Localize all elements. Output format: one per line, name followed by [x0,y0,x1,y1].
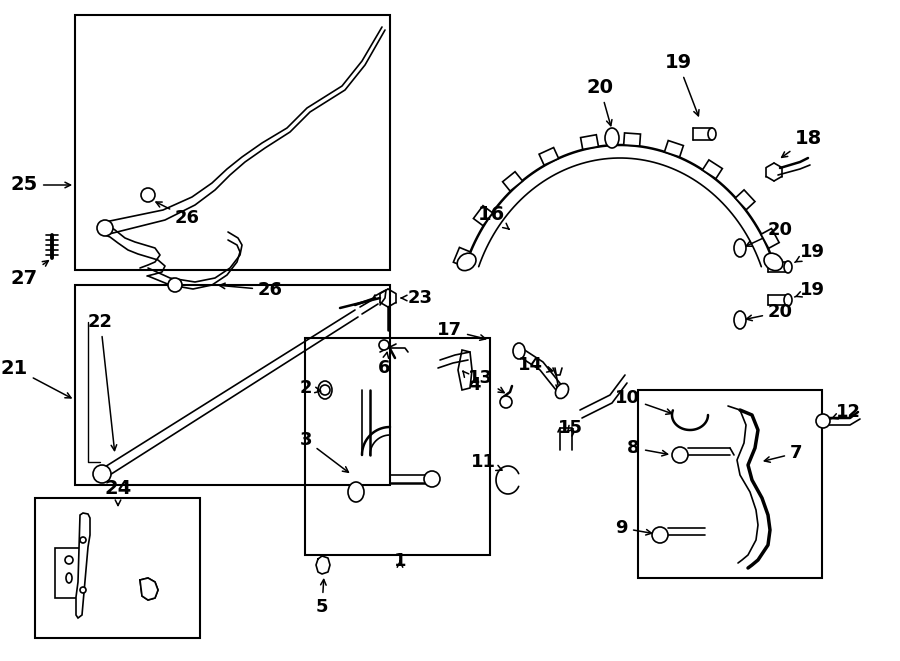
Polygon shape [76,513,90,618]
Circle shape [672,447,688,463]
Text: 20: 20 [746,221,793,247]
Circle shape [80,587,86,593]
Text: 10: 10 [615,389,671,414]
Polygon shape [761,229,779,249]
Polygon shape [664,141,683,157]
Text: 22: 22 [88,313,117,451]
Text: 24: 24 [104,479,131,506]
Circle shape [816,414,830,428]
Text: 19: 19 [795,281,825,299]
Polygon shape [473,206,492,225]
Text: 26: 26 [220,281,283,299]
Text: 8: 8 [627,439,668,457]
Ellipse shape [734,311,746,329]
Text: 19: 19 [795,243,825,262]
Text: 3: 3 [300,431,348,473]
Bar [75,15,390,270]
Ellipse shape [457,253,476,270]
Text: 27: 27 [11,260,49,288]
Ellipse shape [555,383,569,399]
Circle shape [424,471,440,487]
Text: 13: 13 [468,369,504,393]
Ellipse shape [734,239,746,257]
Circle shape [141,188,155,202]
Text: 1: 1 [394,552,406,570]
Text: 9: 9 [616,519,652,537]
Text: 11: 11 [471,453,502,471]
Text: 26: 26 [156,202,200,227]
Ellipse shape [513,343,525,359]
Ellipse shape [784,261,792,273]
Circle shape [93,465,111,483]
Text: 18: 18 [781,128,823,157]
Text: 6: 6 [377,352,390,377]
Ellipse shape [605,128,619,148]
Circle shape [97,220,113,236]
Circle shape [168,278,182,292]
Text: 25: 25 [11,176,70,194]
Circle shape [65,556,73,564]
Text: 23: 23 [401,289,433,307]
Text: 21: 21 [1,358,71,398]
Ellipse shape [708,128,716,140]
Circle shape [652,527,668,543]
Circle shape [379,340,389,350]
Polygon shape [502,172,523,191]
Ellipse shape [764,253,783,270]
Polygon shape [624,133,641,146]
Polygon shape [458,350,472,390]
Text: 15: 15 [558,419,583,437]
Ellipse shape [318,381,332,399]
Circle shape [500,396,512,408]
Text: 16: 16 [478,206,509,229]
Bar [75,285,390,485]
Text: 5: 5 [316,580,328,616]
Text: 7: 7 [764,444,803,462]
Polygon shape [539,147,559,165]
Text: 14: 14 [518,356,553,374]
Text: 19: 19 [664,53,699,116]
Text: 4: 4 [463,371,481,394]
Polygon shape [140,578,158,600]
Bar [35,498,200,638]
Text: 17: 17 [437,321,486,340]
Ellipse shape [348,482,364,502]
Text: 20: 20 [746,303,793,321]
Polygon shape [735,190,755,210]
Polygon shape [580,135,598,149]
Bar [638,390,822,578]
Circle shape [80,537,86,543]
Polygon shape [454,247,471,267]
Text: 2: 2 [300,379,320,397]
Bar [55,548,83,598]
Bar [305,338,490,555]
Ellipse shape [784,294,792,306]
Circle shape [320,385,330,395]
Text: 12: 12 [831,403,861,421]
Ellipse shape [66,573,72,583]
Polygon shape [702,160,723,178]
Text: 20: 20 [587,78,614,126]
